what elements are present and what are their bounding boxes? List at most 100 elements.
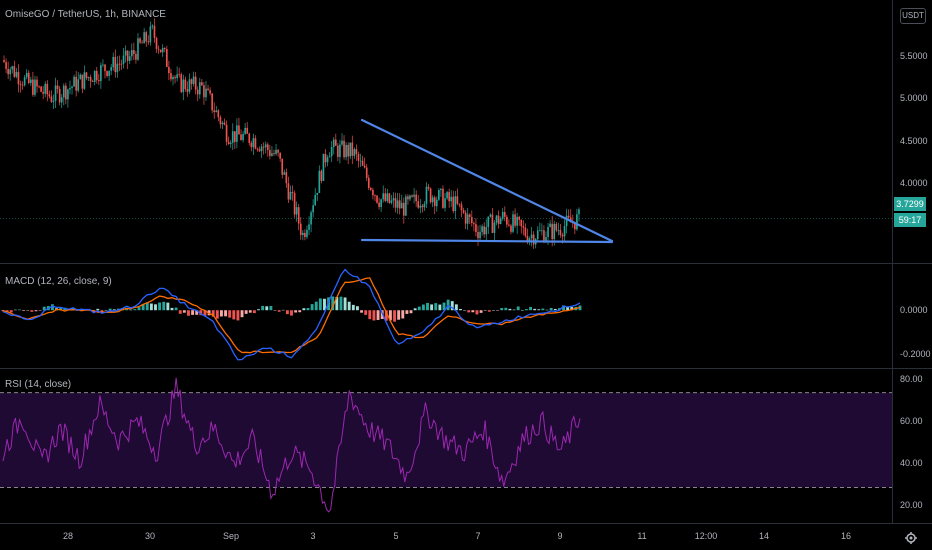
candle-body <box>69 87 71 90</box>
currency-badge[interactable]: USDT <box>900 8 926 24</box>
macd-histogram-bar <box>96 308 100 311</box>
rsi-line <box>2 377 581 513</box>
candle-body <box>40 86 42 92</box>
macd-histogram-bar <box>351 304 355 311</box>
gear-icon[interactable] <box>896 530 926 546</box>
candle-body <box>541 230 543 232</box>
macd-histogram-bar <box>430 304 434 311</box>
macd-pane[interactable]: MACD (12, 26, close, 9) <box>0 264 892 368</box>
candle-body <box>506 216 508 225</box>
time-tick: 16 <box>840 531 852 541</box>
candle-body <box>508 224 510 226</box>
macd-histogram-bar <box>553 308 557 311</box>
macd-histogram-bar <box>100 310 104 312</box>
macd-histogram-bar <box>302 308 306 311</box>
pane-separator[interactable] <box>0 263 932 264</box>
candle-body <box>559 230 562 235</box>
candle-body <box>396 200 399 208</box>
candle-body <box>351 142 354 156</box>
macd-label[interactable]: MACD (12, 26, close, 9) <box>5 276 112 287</box>
candle-body <box>499 218 502 224</box>
candle-body <box>479 231 481 239</box>
macd-histogram-bar <box>339 296 343 311</box>
candle-body <box>359 160 362 162</box>
candle-body <box>198 82 201 95</box>
rsi-chart-svg[interactable] <box>0 369 892 523</box>
symbol-label[interactable]: OmiseGO / TetherUS, 1h, BINANCE <box>5 9 166 20</box>
candle-body <box>330 147 333 157</box>
macd-histogram-bar <box>42 306 46 311</box>
candle-body <box>71 86 73 88</box>
macd-histogram-bar <box>26 310 30 311</box>
macd-histogram-bar <box>265 306 269 311</box>
candle-body <box>438 190 440 200</box>
candle-body <box>174 76 176 79</box>
macd-histogram-bar <box>232 310 236 320</box>
macd-histogram-bar <box>504 307 508 311</box>
candle-body <box>7 68 9 75</box>
candle-body <box>126 50 129 61</box>
candle-body <box>520 219 523 227</box>
candle-body <box>442 188 444 208</box>
pane-separator[interactable] <box>0 368 932 369</box>
macd-histogram-bar <box>281 309 285 311</box>
rsi-tick: 60.00 <box>900 416 923 426</box>
candle-body <box>370 188 372 190</box>
macd-histogram-bar <box>356 306 359 311</box>
macd-histogram-bar <box>112 309 116 311</box>
candle-body <box>219 117 222 125</box>
macd-histogram-bar <box>492 310 495 311</box>
last-price-tag: 3.7299 <box>894 197 926 211</box>
candle-body <box>213 110 216 113</box>
candle-body <box>409 195 411 200</box>
candle-body <box>65 85 67 100</box>
candle-body <box>501 211 504 219</box>
candle-body <box>102 64 104 66</box>
time-tick: 28 <box>62 531 74 541</box>
candle-body <box>157 48 160 50</box>
candle-body <box>137 38 139 60</box>
candle-body <box>262 146 265 148</box>
macd-histogram-bar <box>285 310 289 315</box>
candle-body <box>207 88 209 91</box>
candle-body <box>485 227 488 235</box>
price-chart-svg[interactable] <box>0 0 892 263</box>
macd-histogram-bar <box>360 310 364 313</box>
candle-body <box>468 214 471 218</box>
candle-body <box>547 226 549 238</box>
macd-histogram-bar <box>290 310 293 316</box>
candle-body <box>21 84 24 86</box>
candle-body <box>497 215 500 224</box>
candle-body <box>456 196 459 204</box>
candle-body <box>536 230 539 240</box>
candle-body <box>398 200 401 209</box>
candle-body <box>143 32 145 44</box>
time-tick: 9 <box>557 531 563 541</box>
macd-histogram-bar <box>219 310 223 317</box>
candle-body <box>246 127 249 134</box>
macd-histogram-bar <box>9 310 13 313</box>
price-chart-pane[interactable]: OmiseGO / TetherUS, 1h, BINANCE <box>0 0 892 263</box>
rsi-tick: 80.00 <box>900 374 923 384</box>
macd-histogram-bar <box>269 305 273 311</box>
candle-body <box>9 69 12 75</box>
candle-body <box>27 72 30 84</box>
candle-body <box>264 144 267 148</box>
rsi-label[interactable]: RSI (14, close) <box>5 379 72 390</box>
macd-chart-svg[interactable] <box>0 264 892 368</box>
time-tick: 11 <box>637 531 647 541</box>
candle-body <box>139 38 141 43</box>
time-tick: 7 <box>475 531 481 541</box>
candle-body <box>180 74 183 93</box>
macd-line <box>2 268 581 361</box>
candle-body <box>376 195 378 203</box>
macd-histogram-bar <box>5 310 9 312</box>
candle-body <box>574 222 576 230</box>
macd-histogram-bar <box>224 310 227 317</box>
macd-histogram-bar <box>512 309 516 311</box>
candle-body <box>320 170 323 181</box>
candle-body <box>133 50 135 55</box>
candle-body <box>281 158 284 175</box>
time-tick: 12:00 <box>694 531 718 541</box>
rsi-pane[interactable]: RSI (14, close) <box>0 369 892 523</box>
